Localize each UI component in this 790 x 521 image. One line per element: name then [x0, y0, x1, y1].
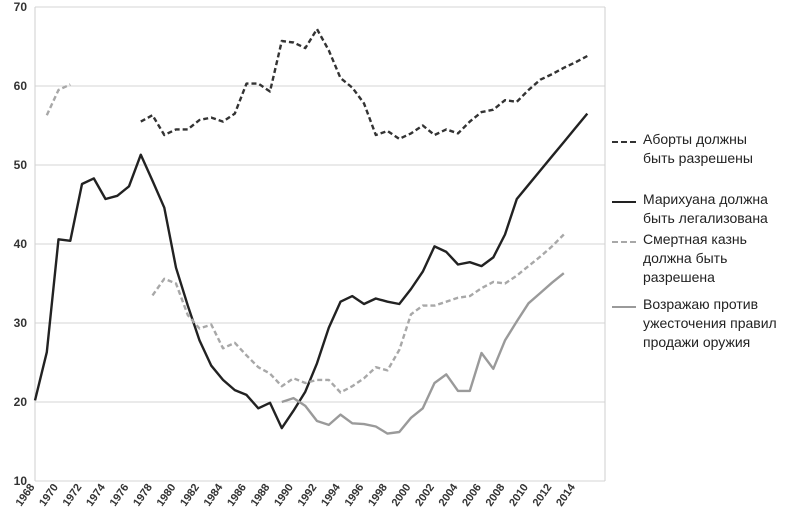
x-tick-label: 2006 — [460, 482, 484, 509]
x-tick-label: 1976 — [108, 482, 132, 509]
x-axis-ticks: 1968 1970 1972 1974 1976 1978 1980 1982 1984 1986… — [14, 481, 579, 509]
legend-label-gun-control: Возражаю против ужесточения правил прода… — [643, 295, 790, 352]
y-tick-label: 10 — [14, 474, 28, 488]
legend-swatch-abortion — [612, 141, 636, 143]
x-tick-label: 2010 — [507, 482, 531, 509]
legend-label-line: Аборты должны — [643, 131, 747, 147]
legend-label-line: быть легализована — [643, 210, 768, 226]
y-tick-label: 70 — [14, 0, 28, 14]
legend-label-line: быть разрешены — [643, 150, 753, 166]
legend-swatch-death-penalty — [612, 241, 636, 243]
y-tick-label: 50 — [14, 158, 28, 172]
x-tick-label: 1974 — [84, 481, 108, 509]
x-tick-label: 1984 — [202, 481, 226, 509]
legend-label-line: продажи оружия — [643, 334, 751, 350]
legend-label-death-penalty: Смертная казнь должна быть разрешена — [643, 230, 790, 287]
legend-label-line: должна быть — [643, 250, 728, 266]
axis-frame — [34, 7, 606, 481]
series-line-gun-control — [281, 272, 565, 435]
legend-label-line: Марихуана должна — [643, 191, 768, 207]
x-tick-label: 1982 — [178, 482, 202, 509]
y-tick-label: 20 — [14, 395, 28, 409]
y-tick-label: 30 — [14, 316, 28, 330]
x-tick-label: 1992 — [296, 482, 320, 509]
x-tick-label: 2012 — [531, 482, 555, 509]
x-tick-label: 1988 — [249, 482, 273, 509]
legend-swatch-gun-control — [612, 306, 636, 308]
gridlines — [35, 6, 605, 482]
legend-label-line: разрешена — [643, 269, 715, 285]
x-tick-label: 2004 — [437, 481, 461, 509]
legend-label-line: Смертная казнь — [643, 231, 747, 247]
legend-label-abortion: Аборты должны быть разрешены — [643, 130, 790, 168]
x-tick-label: 1994 — [319, 481, 343, 509]
legend-swatch-marijuana — [612, 201, 636, 203]
x-tick-label: 1978 — [131, 482, 155, 509]
x-tick-label: 1998 — [366, 482, 390, 509]
y-axis-ticks: 10 20 30 40 50 60 70 — [14, 0, 28, 488]
x-tick-label: 1990 — [272, 482, 296, 509]
series-lines — [33, 27, 589, 435]
series-line-abortion — [140, 27, 588, 141]
x-tick-label: 2002 — [413, 482, 437, 509]
x-tick-label: 1970 — [37, 482, 61, 509]
series-line-death-penalty — [45, 83, 565, 394]
y-tick-label: 40 — [14, 237, 28, 251]
x-tick-label: 2008 — [484, 482, 508, 509]
legend-label-line: ужесточения правил — [643, 315, 777, 331]
legend-label-marijuana: Марихуана должна быть легализована — [643, 190, 790, 228]
x-tick-label: 2014 — [554, 481, 578, 509]
legend-label-line: Возражаю против — [643, 296, 759, 312]
y-tick-label: 60 — [14, 79, 28, 93]
series-line-marijuana — [33, 112, 589, 430]
x-tick-label: 1980 — [155, 482, 179, 509]
x-tick-label: 1996 — [343, 482, 367, 509]
x-tick-label: 1972 — [61, 482, 85, 509]
x-tick-label: 2000 — [390, 482, 414, 509]
x-tick-label: 1986 — [225, 482, 249, 509]
